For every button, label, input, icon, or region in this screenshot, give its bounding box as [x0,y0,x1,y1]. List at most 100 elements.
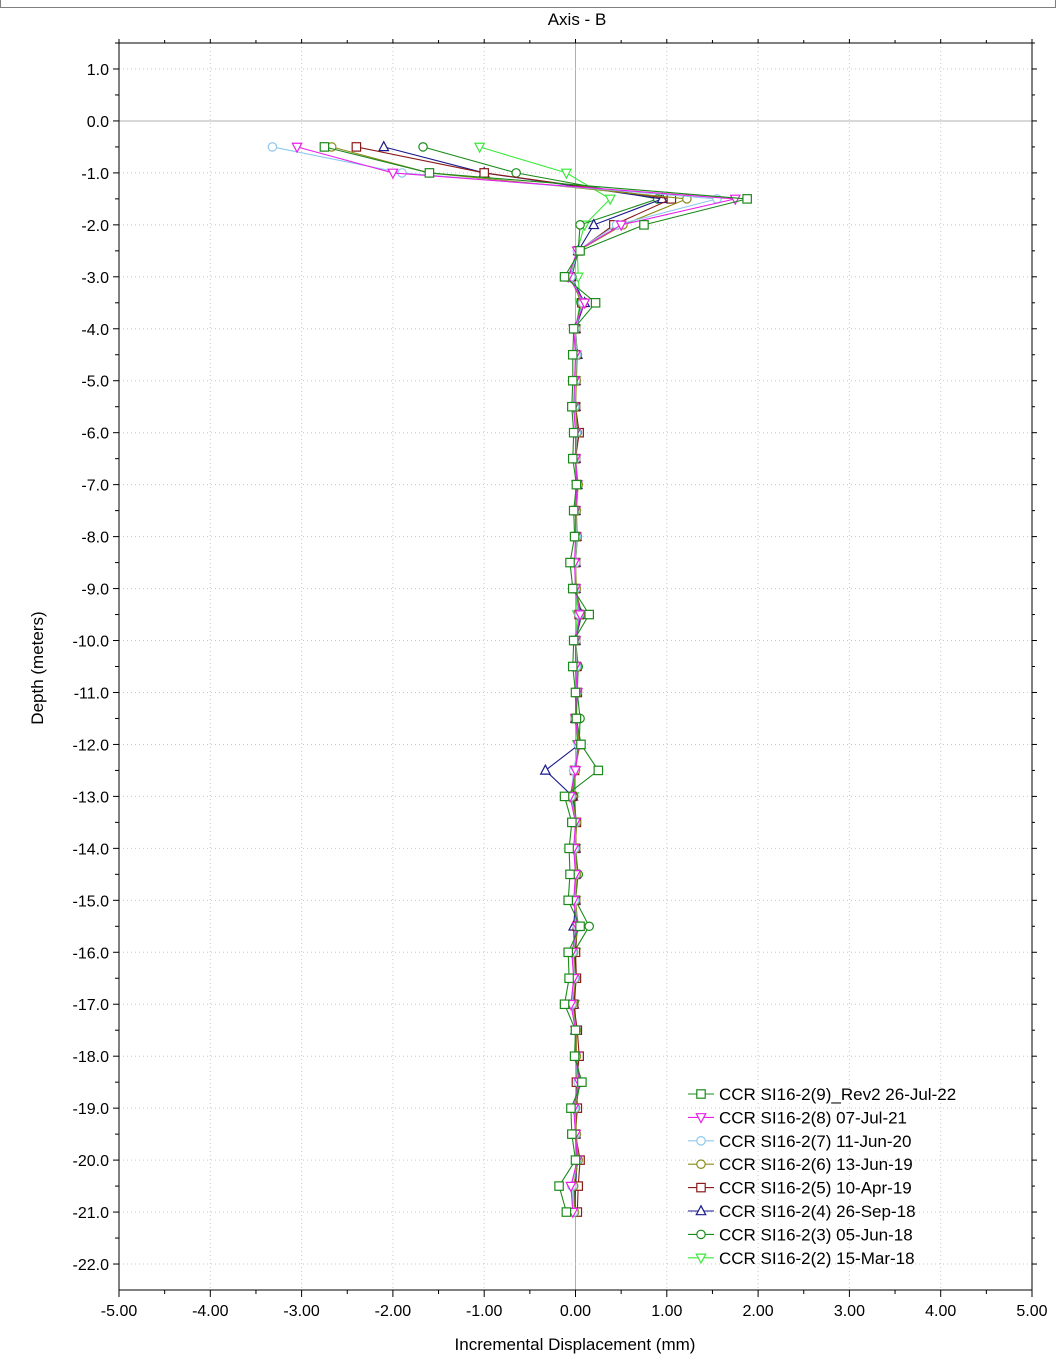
legend-entry: CCR SI16-2(5) 10-Apr-19 [688,1179,912,1198]
series-line [479,146,612,1213]
data-point [666,194,677,204]
legend-label: CCR SI16-2(3) 05-Jun-18 [719,1225,913,1244]
legend-label: CCR SI16-2(5) 10-Apr-19 [719,1179,912,1198]
data-point [566,1103,576,1113]
legend-entry: CCR SI16-2(6) 13-Jun-19 [688,1155,913,1174]
legend-swatch-marker [696,1182,706,1193]
data-point [418,142,428,152]
data-point [267,142,278,152]
data-point [565,1181,577,1193]
y-tick-label: -17.0 [73,997,110,1014]
series-line [296,146,736,1213]
x-tick-label: -2.00 [375,1303,412,1320]
data-point [563,895,573,906]
data-point [571,479,582,490]
data-point [565,557,575,568]
data-point [570,687,581,698]
legend-label: CCR SI16-2(6) 13-Jun-19 [719,1155,913,1174]
legend-label: CCR SI16-2(4) 26-Sep-18 [719,1202,916,1221]
data-point [615,220,627,232]
y-tick-label: -13.0 [73,789,110,806]
legend-swatch-marker [695,1113,707,1124]
data-point [570,1155,581,1165]
data-point [604,194,616,206]
data-point [593,765,604,776]
y-tick-label: -14.0 [73,841,110,858]
series-line [422,146,658,1213]
legend-label: CCR SI16-2(7) 11-Jun-20 [719,1132,911,1151]
y-tick-label: -18.0 [73,1049,110,1066]
data-point [571,713,582,724]
data-point [319,142,330,152]
data-point [479,168,489,178]
y-tick-label: -16.0 [73,945,110,962]
y-tick-label: 1.0 [87,62,109,79]
data-point [564,843,574,854]
data-point [387,168,399,180]
data-point [424,168,435,178]
data-point [568,635,579,646]
data-point [584,609,594,620]
series-line [356,146,674,1213]
data-point [565,869,575,880]
data-point [378,140,390,152]
data-point [567,661,578,672]
legend-swatch-marker [696,1229,706,1240]
legend-entry: CCR SI16-2(4) 26-Sep-18 [688,1202,916,1221]
legend-swatch-marker [695,1253,707,1265]
y-tick-label: -5.0 [81,374,109,391]
legend-entry: CCR SI16-2(9)_Rev2 26-Jul-22 [688,1085,956,1104]
y-tick-label: -8.0 [81,530,109,547]
data-point [576,739,586,750]
y-tick-label: -15.0 [73,893,110,910]
data-point [567,1129,577,1139]
x-tick-label: -5.00 [101,1303,138,1320]
data-point [511,168,521,178]
data-point [473,142,486,154]
legend-swatch-marker [696,1159,706,1169]
data-point [567,349,578,360]
legend: CCR SI16-2(9)_Rev2 26-Jul-22 CCR SI16-2(8… [688,1085,956,1268]
data-point [568,323,579,334]
series-group [418,142,663,1217]
data-point [567,817,577,828]
series-group [319,142,752,1217]
data-point [567,583,578,594]
y-tick-label: -2.0 [81,218,109,235]
data-point [742,194,752,204]
data-point [569,531,580,542]
series-group [351,142,677,1217]
legend-entry: CCR SI16-2(2) 15-Mar-18 [688,1249,915,1268]
data-point [539,763,552,775]
y-tick-label: -10.0 [73,634,110,651]
data-point [560,168,573,180]
y-tick-label: -7.0 [81,478,109,495]
series-group [378,140,668,1217]
data-point [559,272,570,282]
data-point [575,921,585,932]
y-tick-label: -4.0 [81,322,109,339]
x-tick-label: -1.00 [466,1303,503,1320]
legend-label: CCR SI16-2(2) 15-Mar-18 [719,1249,915,1268]
y-tick-label: -12.0 [73,737,110,754]
y-tick-label: -19.0 [73,1101,110,1118]
axes: -5.00 -4.00 -3.00 -2.00 -1.00 0.00 1.00 2.00 3.0… [73,39,1048,1320]
legend-entry: CCR SI16-2(8) 07-Jul-21 [688,1108,907,1127]
y-tick-label: 0.0 [87,114,109,131]
legend-entry: CCR SI16-2(3) 05-Jun-18 [688,1225,913,1244]
y-tick-label: -3.0 [81,270,109,287]
legend-label: CCR SI16-2(9)_Rev2 26-Jul-22 [719,1085,956,1104]
data-point [567,375,578,386]
y-tick-label: -9.0 [81,582,109,599]
series-group [326,142,692,1217]
x-tick-label: 1.00 [651,1303,682,1320]
data-point [291,142,303,154]
y-tick-label: -22.0 [73,1257,110,1274]
legend-swatch-marker [696,1089,706,1099]
data-point [351,142,362,152]
data-point [639,220,649,230]
x-tick-label: 3.00 [834,1303,865,1320]
data-series [267,140,752,1219]
data-point [554,1181,564,1191]
series-group [267,142,722,1217]
